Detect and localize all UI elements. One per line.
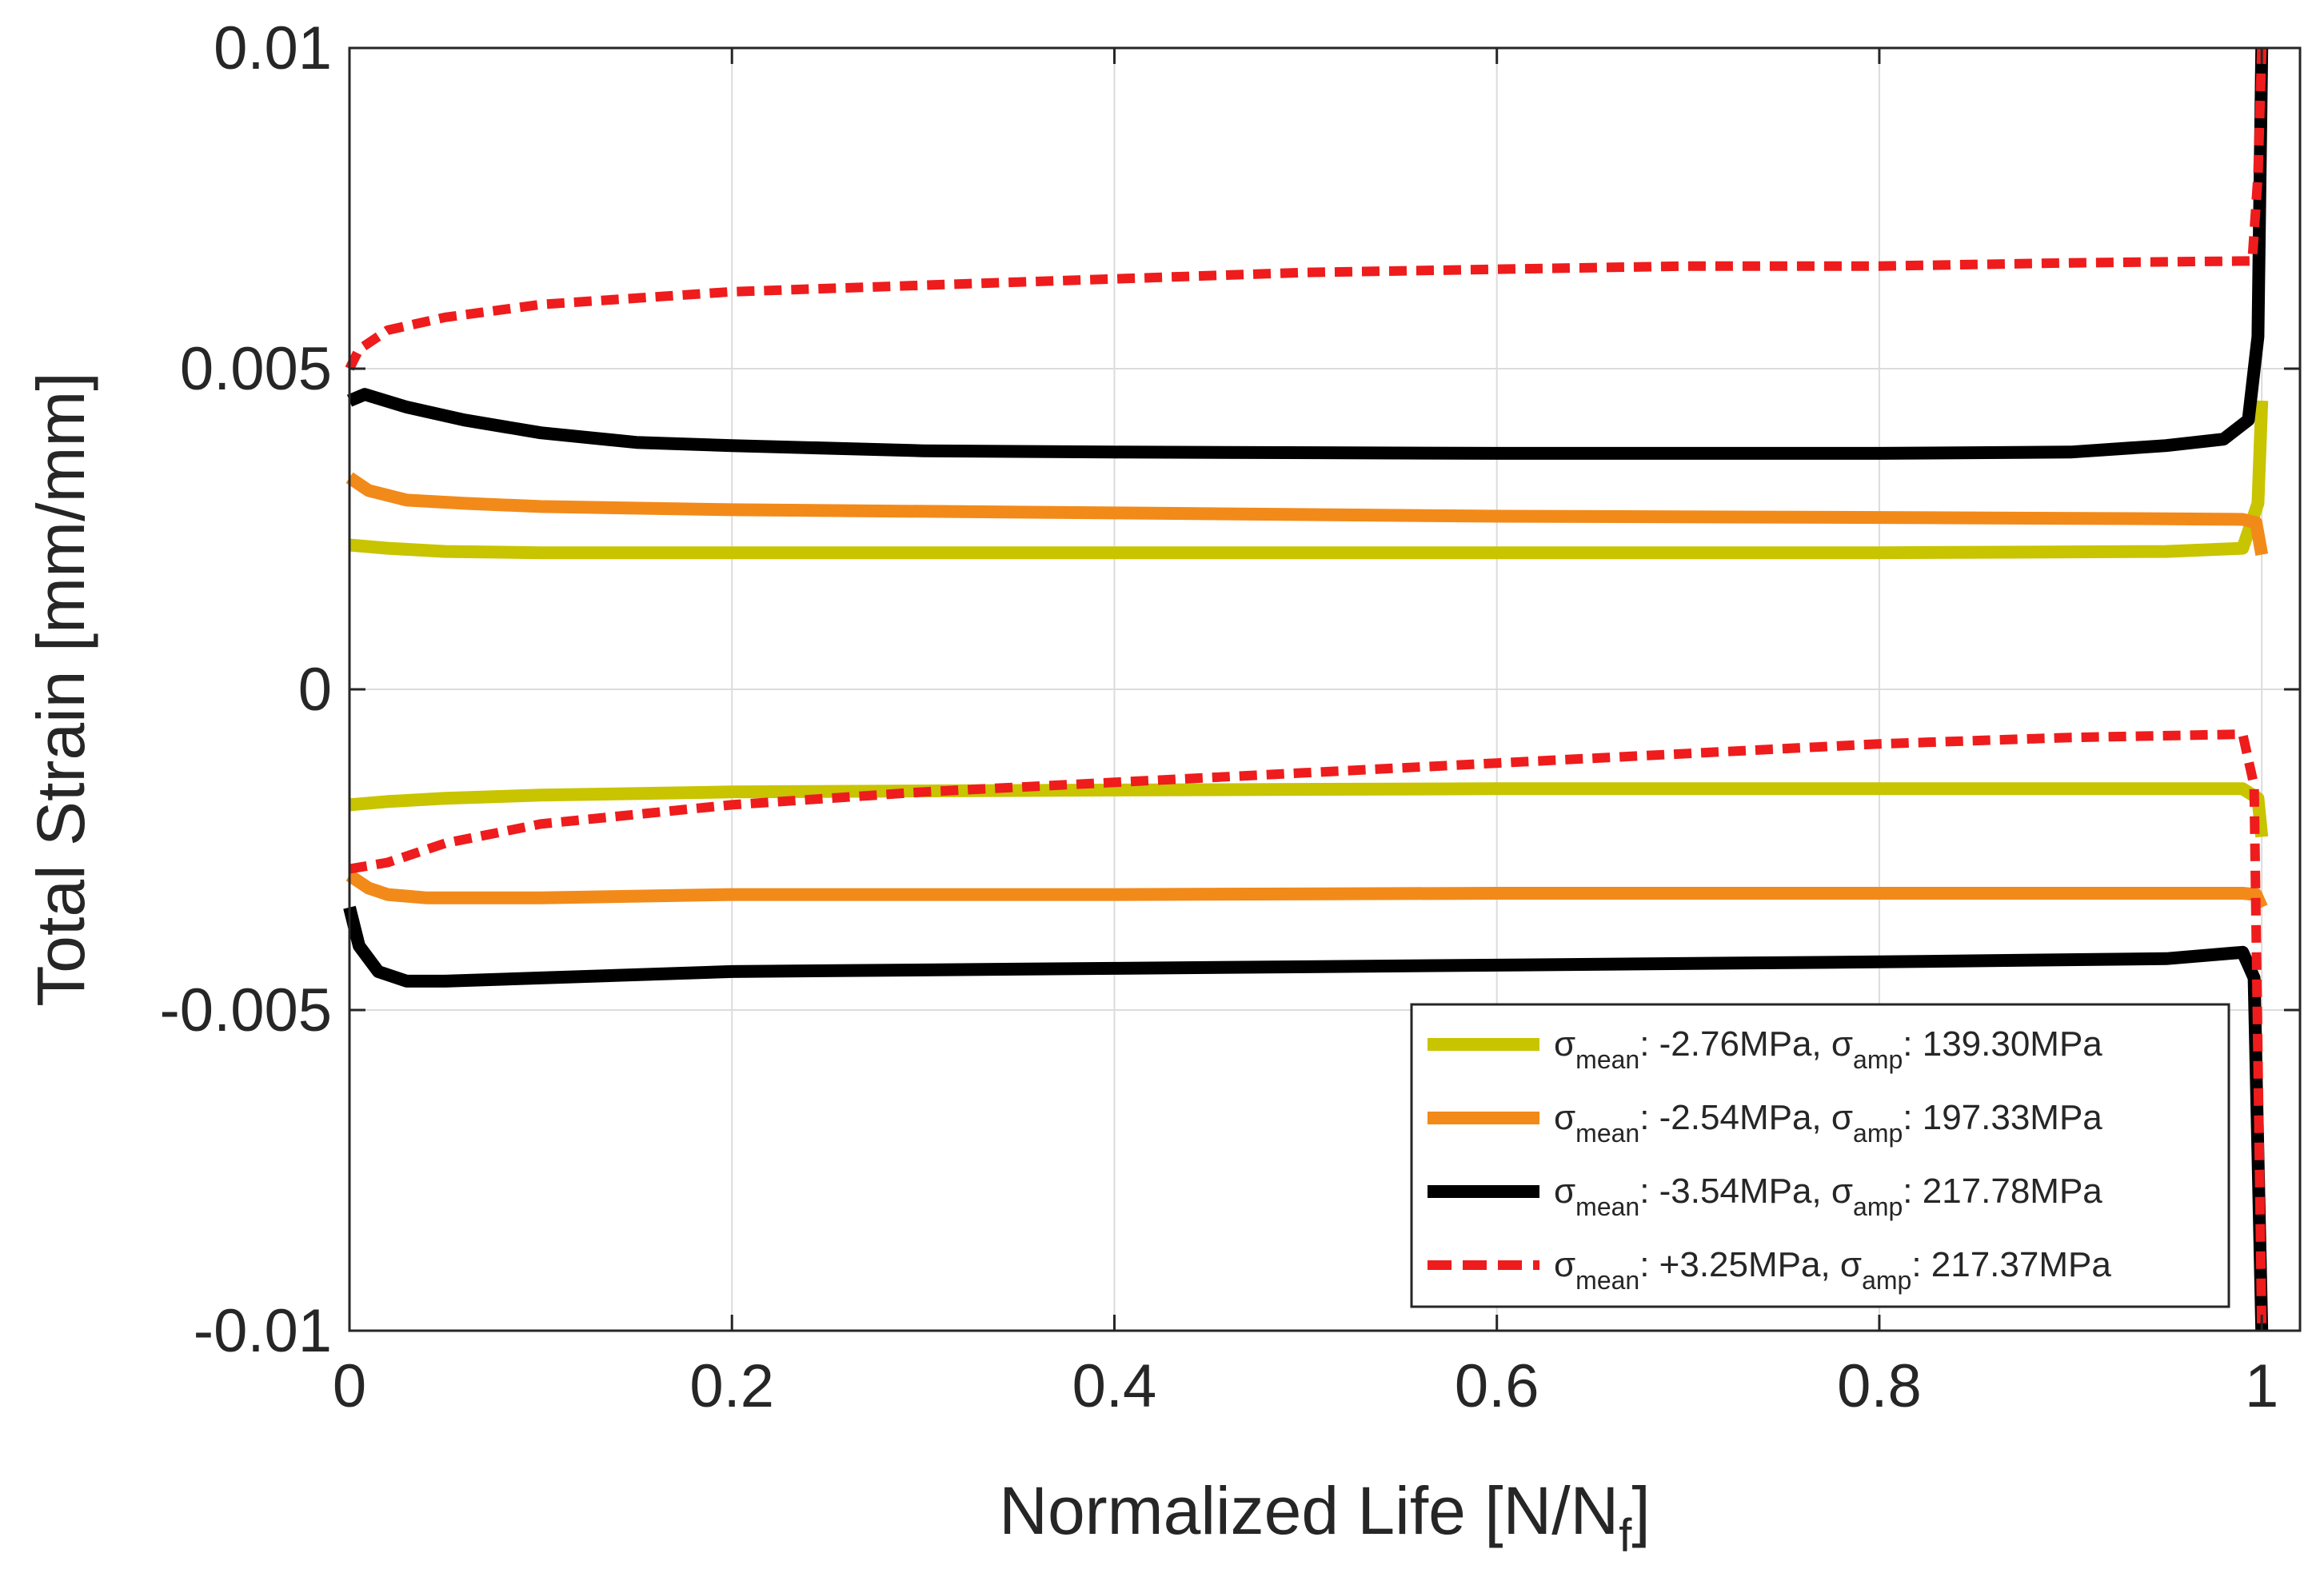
x-axis-label-sub: f [1619, 1510, 1632, 1562]
x-tick-label: 0.2 [689, 1352, 774, 1420]
y-tick-label: -0.005 [160, 976, 333, 1044]
legend: σmean: -2.76MPa, σamp: 139.30MPa σmean: -… [1410, 1003, 2230, 1308]
legend-label-1: σmean: -2.76MPa, σamp: 139.30MPa [1554, 1024, 2102, 1074]
legend-label-2: σmean: -2.54MPa, σamp: 197.33MPa [1554, 1098, 2102, 1148]
x-tick-label: 0.8 [1837, 1352, 1922, 1420]
y-tick-label: 0.01 [214, 14, 332, 82]
series-1-max-line [349, 400, 2269, 560]
y-axis-label: Total Strain [mm/mm] [23, 372, 98, 1006]
series-1 [349, 400, 2269, 838]
series-3 [343, 47, 2269, 1331]
y-tick-label: 0 [298, 656, 332, 724]
legend-box [1410, 1003, 2230, 1308]
series-3-min-line [343, 905, 2269, 1331]
series-4-min-line [348, 729, 2267, 1331]
y-tick-label: 0.005 [180, 335, 332, 403]
series-4-max-line [345, 47, 2267, 371]
x-tick-label: 1 [2245, 1352, 2278, 1420]
legend-label-3: σmean: -3.54MPa, σamp: 217.78MPa [1554, 1172, 2102, 1221]
x-axis-label-main: Normalized Life [N/N [999, 1473, 1619, 1548]
x-tick-label: 0.4 [1072, 1352, 1157, 1420]
series-4 [345, 47, 2267, 1331]
legend-label-4: σmean: +3.25MPa, σamp: 217.37MPa [1554, 1245, 2111, 1295]
x-axis-label: Normalized Life [N/Nf] [999, 1473, 1650, 1562]
y-tick-label: -0.01 [194, 1297, 332, 1365]
x-tick-label: 0 [333, 1352, 366, 1420]
series-2 [345, 472, 2269, 910]
x-axis-label-close: ] [1631, 1473, 1650, 1548]
series-layer [343, 47, 2269, 1331]
series-2-min-line [345, 869, 2268, 910]
x-tick-label: 0.6 [1455, 1352, 1539, 1420]
tick-labels: 0 0.2 0.4 0.6 0.8 1 -0.01 -0.005 0 0.005 0.01 [160, 14, 2300, 1420]
series-3-max-line [346, 47, 2269, 460]
series-2-max-line [345, 472, 2269, 557]
series-1-min-line [349, 782, 2269, 838]
